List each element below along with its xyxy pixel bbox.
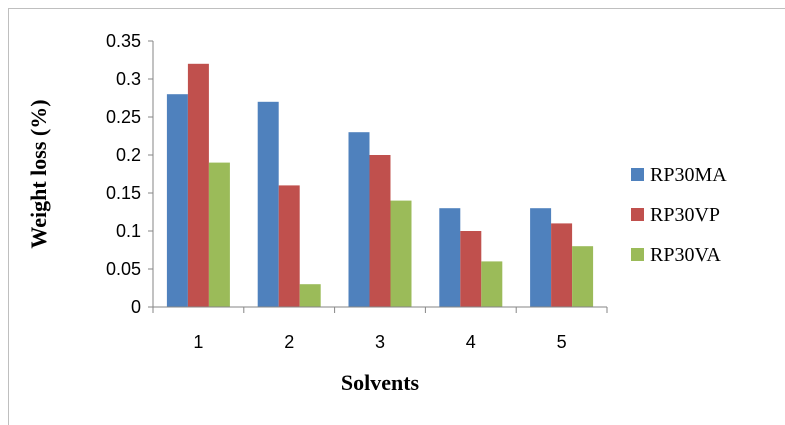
x-tick-label: 2 bbox=[284, 332, 294, 352]
x-tick-label: 5 bbox=[557, 332, 567, 352]
bar-rp30vp-2 bbox=[278, 185, 300, 307]
y-tick-label: 0.35 bbox=[106, 31, 141, 51]
bar-rp30vp-3 bbox=[369, 155, 391, 307]
bar-rp30va-3 bbox=[390, 200, 412, 307]
y-tick-label: 0.25 bbox=[106, 107, 141, 127]
x-tick-label: 4 bbox=[466, 332, 476, 352]
bar-rp30ma-3 bbox=[348, 132, 370, 307]
legend-swatch-rp30vp bbox=[631, 208, 644, 221]
y-tick-label: 0.05 bbox=[106, 259, 141, 279]
bar-rp30ma-1 bbox=[166, 94, 188, 307]
bar-rp30ma-4 bbox=[439, 208, 461, 307]
x-axis-ticks: 1 2 3 4 5 bbox=[152, 307, 608, 352]
bar-rp30ma-2 bbox=[257, 101, 279, 307]
bar-rp30vp-5 bbox=[551, 223, 573, 307]
bar-rp30va-1 bbox=[208, 162, 230, 307]
x-tick-label: 3 bbox=[375, 332, 385, 352]
legend-label-rp30vp: RP30VP bbox=[650, 204, 720, 226]
legend-label-rp30ma: RP30MA bbox=[650, 164, 727, 186]
bars bbox=[166, 63, 594, 307]
y-tick-label: 0.2 bbox=[116, 145, 141, 165]
bar-rp30vp-1 bbox=[187, 63, 209, 307]
y-tick-label: 0.15 bbox=[106, 183, 141, 203]
y-tick-label: 0.3 bbox=[116, 69, 141, 89]
legend-label-rp30va: RP30VA bbox=[650, 244, 721, 266]
y-tick-label: 0.1 bbox=[116, 221, 141, 241]
y-tick-label: 0 bbox=[131, 297, 141, 317]
chart-area bbox=[8, 8, 785, 425]
bar-rp30ma-5 bbox=[530, 208, 552, 307]
bar-rp30va-4 bbox=[481, 261, 503, 307]
bar-rp30va-2 bbox=[299, 284, 321, 307]
x-tick-label: 1 bbox=[193, 332, 203, 352]
legend: RP30MA RP30VP RP30VA bbox=[631, 164, 727, 266]
y-axis-title: Weight loss (%) bbox=[26, 99, 51, 248]
x-axis-title: Solvents bbox=[341, 370, 420, 395]
y-axis-ticks: 0 0.05 0.1 0.15 0.2 0.25 0.3 0.35 bbox=[106, 31, 153, 317]
legend-swatch-rp30ma bbox=[631, 168, 644, 181]
legend-swatch-rp30va bbox=[631, 248, 644, 261]
bar-rp30vp-4 bbox=[460, 231, 482, 307]
bar-rp30va-5 bbox=[572, 246, 594, 307]
